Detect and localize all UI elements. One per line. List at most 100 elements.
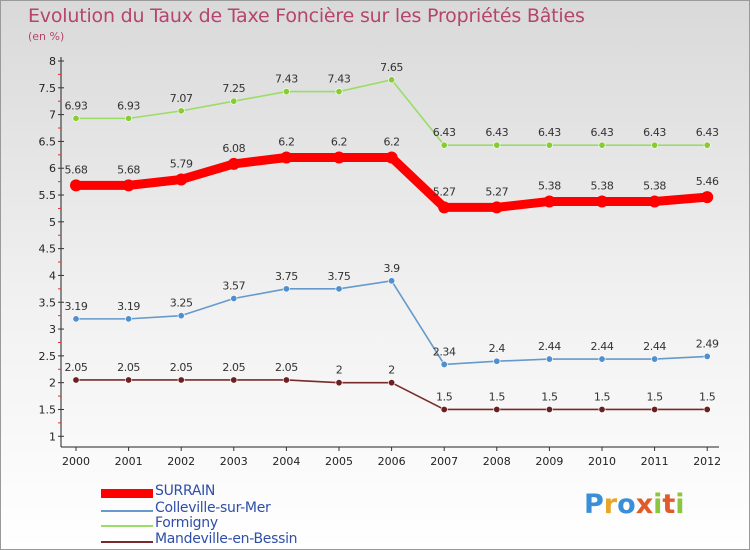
data-label-mandeville-en-bessin: 1.5 bbox=[541, 390, 558, 403]
data-point-formigny bbox=[125, 114, 133, 122]
data-label-formigny: 7.65 bbox=[380, 61, 403, 74]
data-point-colleville-sur-mer bbox=[651, 355, 659, 363]
data-point-mandeville-en-bessin bbox=[651, 405, 659, 413]
data-point-colleville-sur-mer bbox=[493, 357, 501, 365]
data-point-surrain bbox=[490, 201, 503, 214]
logo-letter: t bbox=[662, 489, 676, 520]
data-label-formigny: 6.43 bbox=[485, 126, 508, 139]
data-point-colleville-sur-mer bbox=[125, 315, 133, 323]
data-point-surrain bbox=[438, 201, 451, 214]
data-point-formigny bbox=[703, 141, 711, 149]
data-label-formigny: 7.43 bbox=[275, 73, 298, 86]
data-label-formigny: 7.07 bbox=[170, 92, 193, 105]
y-tick-label: 3 bbox=[49, 323, 56, 336]
data-point-formigny bbox=[440, 141, 448, 149]
data-point-mandeville-en-bessin bbox=[598, 405, 606, 413]
x-tick-label: 2011 bbox=[641, 455, 669, 468]
y-tick-label: 4 bbox=[49, 269, 56, 282]
data-label-colleville-sur-mer: 2.34 bbox=[433, 345, 456, 358]
data-point-formigny bbox=[493, 141, 501, 149]
x-tick-label: 2008 bbox=[483, 455, 511, 468]
legend-label: SURRAIN bbox=[155, 483, 216, 499]
data-label-formigny: 7.43 bbox=[328, 73, 351, 86]
data-point-surrain bbox=[385, 151, 398, 164]
data-point-formigny bbox=[177, 107, 185, 115]
y-tick-label: 4.5 bbox=[39, 243, 57, 256]
legend-swatch bbox=[101, 489, 153, 498]
data-point-colleville-sur-mer bbox=[440, 360, 448, 368]
data-point-colleville-sur-mer bbox=[177, 312, 185, 320]
data-label-mandeville-en-bessin: 1.5 bbox=[646, 390, 663, 403]
data-point-mandeville-en-bessin bbox=[440, 405, 448, 413]
legend-swatch bbox=[101, 510, 153, 512]
data-label-colleville-sur-mer: 2.4 bbox=[489, 342, 506, 355]
data-point-colleville-sur-mer bbox=[72, 315, 80, 323]
y-tick-label: 8 bbox=[49, 55, 56, 68]
data-label-mandeville-en-bessin: 1.5 bbox=[699, 390, 716, 403]
legend-label: Colleville-sur-Mer bbox=[155, 500, 271, 516]
legend-swatch bbox=[101, 525, 153, 527]
data-label-surrain: 5.38 bbox=[538, 179, 561, 192]
data-point-colleville-sur-mer bbox=[598, 355, 606, 363]
data-point-mandeville-en-bessin bbox=[230, 376, 238, 384]
data-point-mandeville-en-bessin bbox=[493, 405, 501, 413]
data-label-surrain: 5.79 bbox=[170, 157, 193, 170]
data-label-mandeville-en-bessin: 2.05 bbox=[117, 361, 140, 374]
data-point-colleville-sur-mer bbox=[335, 285, 343, 293]
data-point-mandeville-en-bessin bbox=[125, 376, 133, 384]
data-point-formigny bbox=[72, 114, 80, 122]
logo-letter: i bbox=[675, 489, 685, 520]
proxiti-logo: Proxiti bbox=[584, 489, 685, 520]
logo-letter: o bbox=[617, 489, 636, 520]
y-tick-label: 7 bbox=[49, 109, 56, 122]
x-tick-label: 2005 bbox=[325, 455, 353, 468]
data-label-colleville-sur-mer: 2.44 bbox=[591, 340, 614, 353]
data-label-colleville-sur-mer: 2.49 bbox=[696, 337, 719, 350]
y-tick-label: 2 bbox=[49, 377, 56, 390]
x-tick-label: 2004 bbox=[272, 455, 300, 468]
data-label-surrain: 6.2 bbox=[383, 136, 399, 149]
y-axis-unit-label: (en %) bbox=[28, 30, 65, 43]
data-label-colleville-sur-mer: 2.44 bbox=[538, 340, 561, 353]
x-tick-label: 2010 bbox=[588, 455, 616, 468]
data-label-formigny: 6.93 bbox=[65, 99, 88, 112]
data-label-mandeville-en-bessin: 1.5 bbox=[594, 390, 611, 403]
y-tick-label: 3.5 bbox=[39, 296, 57, 309]
data-label-surrain: 6.2 bbox=[278, 136, 294, 149]
x-tick-label: 2006 bbox=[378, 455, 406, 468]
y-tick-label: 6.5 bbox=[39, 135, 57, 148]
data-label-surrain: 5.38 bbox=[643, 179, 666, 192]
data-point-mandeville-en-bessin bbox=[177, 376, 185, 384]
data-point-mandeville-en-bessin bbox=[72, 376, 80, 384]
data-label-colleville-sur-mer: 3.19 bbox=[65, 300, 88, 313]
data-label-colleville-sur-mer: 2.44 bbox=[643, 340, 666, 353]
y-tick-label: 5 bbox=[49, 216, 56, 229]
data-point-surrain bbox=[175, 173, 188, 186]
data-label-formigny: 6.43 bbox=[538, 126, 561, 139]
logo-letter: r bbox=[603, 489, 618, 520]
logo-letter: i bbox=[653, 489, 663, 520]
data-label-surrain: 5.68 bbox=[65, 163, 88, 176]
data-point-mandeville-en-bessin bbox=[335, 379, 343, 387]
data-point-colleville-sur-mer bbox=[703, 352, 711, 360]
y-tick-label: 6 bbox=[49, 162, 56, 175]
data-point-surrain bbox=[543, 195, 556, 208]
data-point-surrain bbox=[122, 179, 135, 192]
data-point-formigny bbox=[598, 141, 606, 149]
data-point-surrain bbox=[701, 191, 714, 204]
data-label-colleville-sur-mer: 3.9 bbox=[383, 262, 400, 275]
logo-letter: P bbox=[584, 489, 604, 520]
data-point-surrain bbox=[648, 195, 661, 208]
data-label-surrain: 6.2 bbox=[331, 136, 347, 149]
data-point-formigny bbox=[335, 88, 343, 96]
x-tick-label: 2001 bbox=[115, 455, 143, 468]
data-point-formigny bbox=[545, 141, 553, 149]
data-label-mandeville-en-bessin: 2.05 bbox=[222, 361, 245, 374]
data-label-mandeville-en-bessin: 1.5 bbox=[489, 390, 506, 403]
data-point-formigny bbox=[230, 97, 238, 105]
x-tick-label: 2002 bbox=[167, 455, 195, 468]
legend-label: Mandeville-en-Bessin bbox=[155, 531, 298, 547]
y-tick-label: 7.5 bbox=[39, 82, 57, 95]
